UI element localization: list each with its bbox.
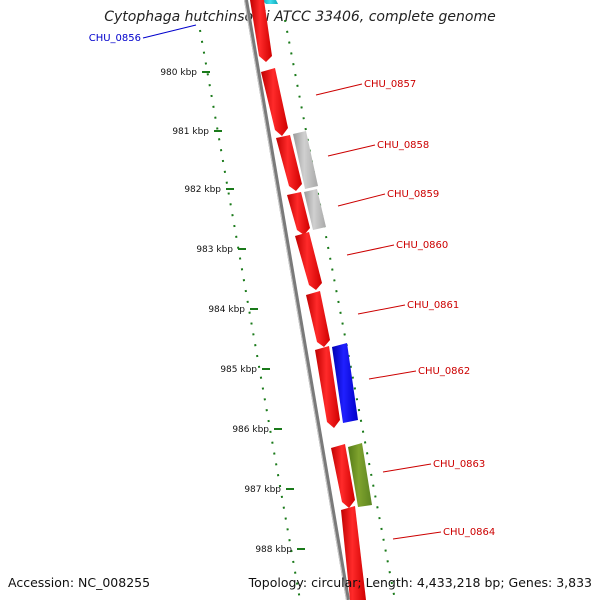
gene-leader-line [392, 531, 442, 540]
gene-leader-line [337, 193, 386, 207]
cds-arrow [306, 291, 330, 347]
gene-label: CHU_0857 [364, 79, 416, 90]
gene-labels: CHU_0856 CHU_0857 CHU_0858 CHU_0859 CHU_0860… [89, 24, 495, 540]
cds-arrow [276, 135, 302, 191]
cds-blue [332, 343, 358, 423]
gene-leader-line [368, 370, 417, 380]
tick-label: 988 kbp [255, 545, 292, 555]
tick-label: 984 kbp [208, 305, 245, 315]
cds-arrow [250, 0, 272, 62]
scale-ticks: 980 kbp 981 kbp 982 kbp 983 kbp 984 kbp 985 k… [160, 68, 305, 555]
gene-label: CHU_0859 [387, 189, 439, 200]
gene-label: CHU_0863 [433, 459, 485, 470]
second-strand-cds [293, 131, 372, 507]
tick-label: 981 kbp [172, 127, 209, 137]
gene-leader-line [357, 304, 406, 315]
cds-arrow [341, 506, 366, 600]
gene-label: CHU_0856 [89, 33, 141, 44]
backbone-line [244, 0, 350, 600]
gene-leader-line [382, 463, 432, 473]
cds-arrow [287, 192, 310, 235]
cds-grey-2 [304, 189, 326, 230]
gene-leader-line [346, 244, 395, 256]
topology-label: Topology: circular; Length: 4,433,218 bp… [248, 575, 592, 590]
cds-cyan-top [262, 0, 278, 4]
gene-label: CHU_0864 [443, 527, 495, 538]
gene-label: CHU_0861 [407, 300, 459, 311]
gene-label: CHU_0862 [418, 366, 470, 377]
gene-leader-line [327, 144, 376, 157]
gene-label: CHU_0860 [396, 240, 448, 251]
tick-label: 983 kbp [196, 245, 233, 255]
backbone-highlight [244, 0, 347, 600]
tick-label: 986 kbp [232, 425, 269, 435]
forward-strand-cds [250, 0, 366, 600]
map-title: Cytophaga hutchinsonii ATCC 33406, compl… [104, 9, 496, 25]
tick-label: 985 kbp [220, 365, 257, 375]
gene-leader-line [315, 83, 363, 96]
cds-arrow [295, 232, 322, 290]
cds-arrow [331, 444, 355, 508]
cds-olive [348, 443, 372, 507]
gene-leader-line [142, 24, 197, 39]
accession-label: Accession: NC_008255 [8, 575, 151, 590]
cds-arrow [315, 346, 340, 428]
cds-grey-1 [293, 131, 318, 189]
tick-label: 980 kbp [160, 68, 197, 78]
cds-arrow [261, 68, 288, 136]
gene-label: CHU_0858 [377, 140, 429, 151]
tick-label: 982 kbp [184, 185, 221, 195]
tick-label: 987 kbp [244, 485, 281, 495]
